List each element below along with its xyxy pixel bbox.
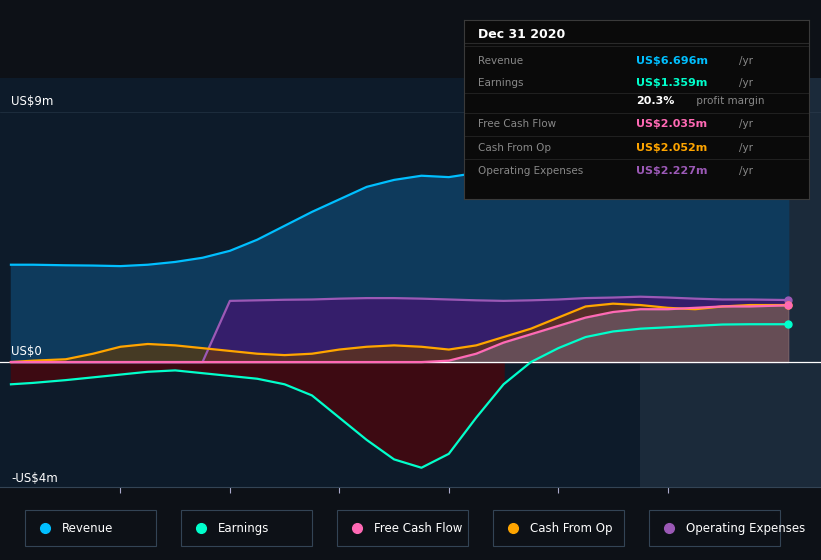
Text: Revenue: Revenue (478, 56, 523, 66)
Text: /yr: /yr (739, 119, 753, 129)
Text: US$2.052m: US$2.052m (636, 143, 708, 153)
Text: Free Cash Flow: Free Cash Flow (478, 119, 556, 129)
Text: /yr: /yr (739, 56, 753, 66)
Text: /yr: /yr (739, 143, 753, 153)
Text: profit margin: profit margin (693, 96, 764, 106)
Text: Revenue: Revenue (62, 521, 113, 535)
Text: 20.3%: 20.3% (636, 96, 675, 106)
Text: /yr: /yr (739, 78, 753, 88)
Text: -US$4m: -US$4m (11, 472, 57, 485)
Text: Free Cash Flow: Free Cash Flow (374, 521, 462, 535)
Text: US$2.035m: US$2.035m (636, 119, 708, 129)
Text: Cash From Op: Cash From Op (530, 521, 612, 535)
Text: US$0: US$0 (11, 345, 42, 358)
Text: Earnings: Earnings (478, 78, 523, 88)
Text: Operating Expenses: Operating Expenses (686, 521, 805, 535)
Text: US$1.359m: US$1.359m (636, 78, 708, 88)
Text: US$6.696m: US$6.696m (636, 56, 709, 66)
Text: /yr: /yr (739, 166, 753, 176)
Text: Cash From Op: Cash From Op (478, 143, 551, 153)
Text: US$2.227m: US$2.227m (636, 166, 708, 176)
Text: Earnings: Earnings (218, 521, 269, 535)
Text: US$9m: US$9m (11, 95, 53, 108)
Text: Operating Expenses: Operating Expenses (478, 166, 583, 176)
Bar (640, 78, 821, 487)
Text: Dec 31 2020: Dec 31 2020 (478, 27, 565, 41)
